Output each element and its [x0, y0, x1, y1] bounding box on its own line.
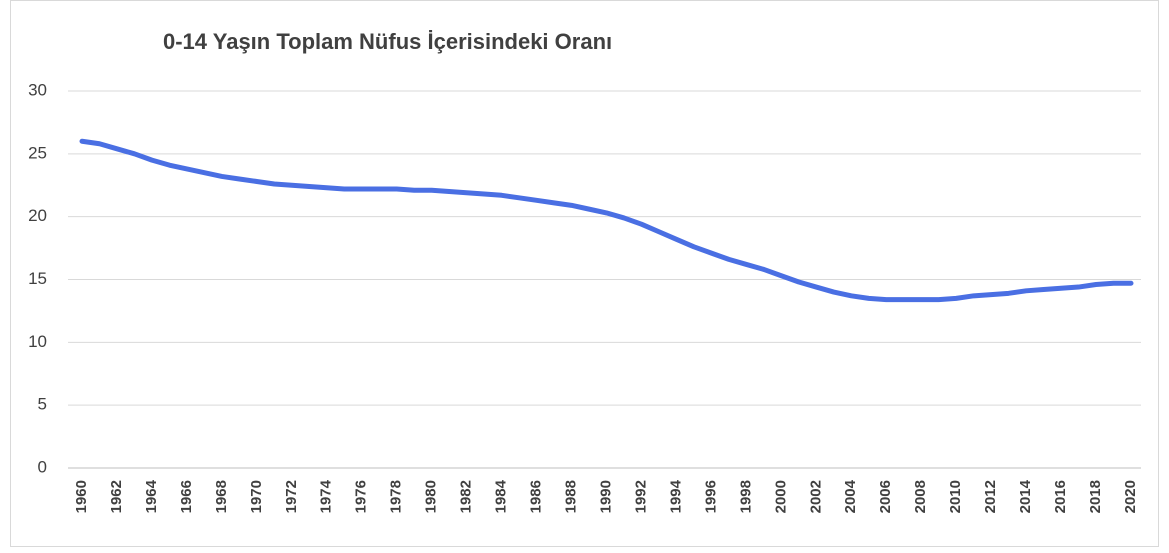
x-tick-label: 2014	[1017, 479, 1034, 513]
y-tick-label: 5	[38, 395, 47, 414]
x-tick-label: 1976	[353, 480, 370, 513]
x-tick-label: 2006	[877, 480, 894, 513]
x-tick-label: 1990	[597, 480, 614, 513]
x-tick-label: 1996	[702, 480, 719, 513]
x-tick-label: 1998	[737, 480, 754, 513]
x-tick-label: 2004	[842, 479, 859, 513]
x-tick-label: 2016	[1052, 480, 1069, 513]
x-tick-label: 2020	[1122, 480, 1139, 513]
y-tick-label: 0	[38, 457, 47, 476]
x-tick-label: 1980	[423, 480, 440, 513]
x-tick-label: 1986	[528, 480, 545, 513]
x-tick-label: 1974	[318, 479, 335, 513]
x-tick-label: 1962	[108, 480, 125, 513]
chart-title: 0-14 Yaşın Toplam Nüfus İçerisindeki Ora…	[163, 29, 612, 54]
y-tick-label: 10	[28, 332, 47, 351]
x-tick-label: 1960	[73, 480, 90, 513]
x-tick-label: 1966	[178, 480, 195, 513]
x-tick-label: 1984	[493, 479, 510, 513]
y-tick-label: 25	[28, 143, 47, 162]
x-tick-label: 2018	[1087, 480, 1104, 513]
x-tick-label: 1988	[563, 480, 580, 513]
y-tick-label: 15	[28, 269, 47, 288]
x-tick-label: 1994	[667, 479, 684, 513]
chart-border	[10, 0, 1159, 547]
x-tick-label: 1992	[632, 480, 649, 513]
x-tick-label: 2012	[982, 480, 999, 513]
x-tick-label: 2002	[807, 480, 824, 513]
x-tick-label: 1968	[213, 480, 230, 513]
x-tick-label: 1982	[458, 480, 475, 513]
data-line	[79, 138, 1134, 303]
x-tick-label: 2000	[772, 480, 789, 513]
x-tick-label: 1972	[283, 480, 300, 513]
x-tick-label: 2008	[912, 480, 929, 513]
x-tick-label: 1964	[143, 479, 160, 513]
y-tick-label: 30	[28, 80, 47, 99]
x-tick-label: 2010	[947, 480, 964, 513]
y-tick-label: 20	[28, 206, 47, 225]
x-tick-label: 1970	[248, 480, 265, 513]
x-tick-label: 1978	[388, 480, 405, 513]
